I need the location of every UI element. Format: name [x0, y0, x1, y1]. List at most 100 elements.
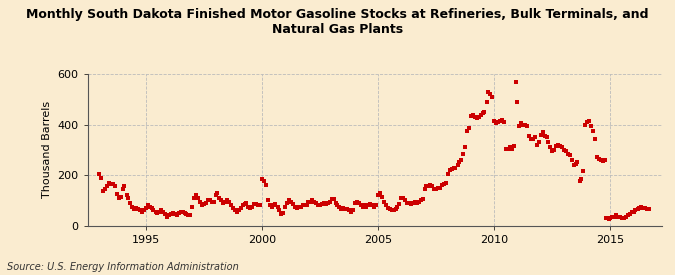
Point [225, 203, 236, 208]
Point [644, 207, 655, 211]
Point [551, 144, 562, 148]
Point [497, 117, 508, 122]
Point [365, 202, 376, 206]
Point [460, 145, 470, 150]
Point [388, 208, 399, 213]
Point [138, 208, 149, 213]
Point [499, 120, 510, 124]
Point [328, 197, 339, 201]
Point [557, 145, 568, 150]
Point [526, 136, 537, 141]
Point [212, 191, 223, 195]
Point [309, 199, 320, 204]
Point [381, 203, 392, 208]
Point [202, 198, 213, 202]
Point [603, 217, 614, 221]
Point [500, 146, 511, 151]
Point [495, 119, 506, 123]
Point [632, 207, 643, 211]
Point [587, 129, 598, 133]
Point [462, 129, 472, 133]
Point [412, 201, 423, 205]
Point [481, 100, 492, 104]
Point [270, 202, 281, 206]
Point [607, 214, 618, 219]
Point [319, 201, 329, 205]
Point [377, 194, 387, 199]
Point [198, 202, 209, 206]
Point [417, 197, 428, 201]
Point [214, 196, 225, 200]
Point [338, 206, 349, 210]
Point [261, 183, 271, 187]
Point [390, 207, 401, 211]
Point [371, 203, 381, 208]
Point [286, 199, 296, 204]
Point [363, 203, 374, 208]
Point [290, 204, 300, 209]
Point [245, 206, 256, 210]
Point [582, 120, 593, 124]
Point [379, 199, 389, 204]
Point [475, 112, 486, 117]
Point [570, 161, 581, 166]
Point [210, 193, 221, 197]
Point [504, 145, 515, 150]
Point [622, 213, 633, 218]
Point [468, 112, 479, 117]
Point [125, 201, 136, 205]
Point [620, 214, 631, 219]
Point [238, 203, 248, 208]
Point [568, 163, 579, 167]
Point [218, 201, 229, 205]
Point [626, 210, 637, 214]
Point [427, 184, 437, 189]
Point [454, 160, 465, 165]
Point [152, 211, 163, 215]
Point [613, 214, 624, 219]
Point [553, 143, 564, 147]
Point [200, 201, 211, 205]
Point [640, 206, 651, 210]
Point [543, 140, 554, 145]
Point [611, 213, 622, 218]
Point [348, 208, 358, 213]
Point [113, 196, 124, 200]
Point [352, 199, 362, 204]
Point [357, 204, 368, 209]
Point [332, 203, 343, 208]
Point [437, 183, 448, 187]
Point [133, 207, 144, 211]
Point [433, 185, 443, 190]
Point [148, 208, 159, 213]
Point [127, 204, 138, 209]
Point [216, 198, 227, 202]
Point [109, 184, 120, 189]
Point [537, 130, 548, 134]
Point [181, 212, 192, 216]
Point [562, 152, 573, 156]
Point [346, 210, 356, 214]
Point [601, 216, 612, 220]
Point [518, 122, 529, 127]
Point [558, 148, 569, 152]
Point [483, 90, 494, 94]
Point [439, 182, 450, 186]
Point [375, 191, 385, 195]
Point [105, 182, 116, 186]
Point [369, 204, 379, 209]
Point [410, 199, 421, 204]
Point [408, 201, 418, 205]
Point [268, 203, 279, 208]
Point [162, 214, 173, 219]
Point [560, 149, 571, 153]
Point [489, 119, 500, 123]
Point [187, 204, 198, 209]
Point [102, 184, 113, 189]
Point [160, 212, 171, 216]
Point [609, 214, 620, 219]
Point [205, 198, 215, 202]
Point [400, 198, 410, 202]
Point [491, 121, 502, 126]
Point [235, 206, 246, 210]
